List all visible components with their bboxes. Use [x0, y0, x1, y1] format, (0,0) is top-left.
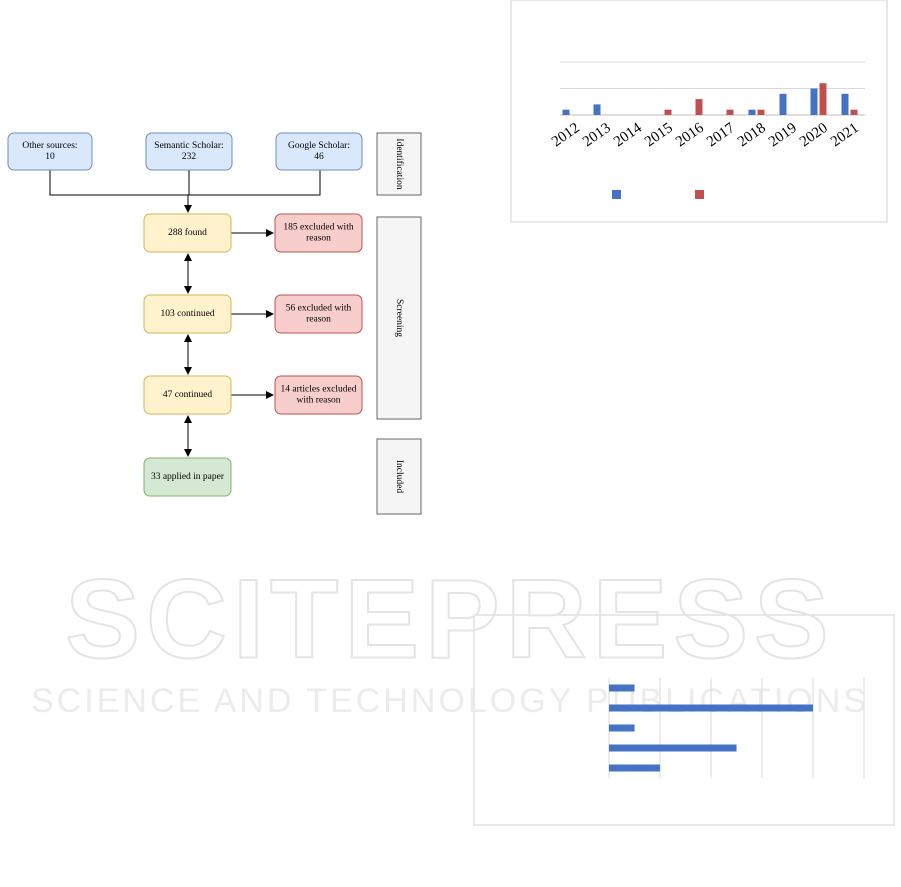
flow-node	[274, 213, 363, 253]
legend-swatch	[612, 190, 621, 199]
watermark-title: SCITEPRESS	[65, 557, 835, 682]
node-label: 10	[45, 152, 55, 162]
flow-node	[143, 457, 232, 497]
node-label: 47 continued	[163, 390, 213, 400]
node-label: reason	[306, 234, 331, 244]
node-label: 14 articles excluded	[281, 385, 357, 395]
node-label: Google Scholar:	[288, 141, 350, 151]
flow-node	[274, 375, 363, 415]
node-label: 288 found	[168, 227, 207, 238]
bar	[819, 83, 827, 115]
bar	[810, 88, 818, 115]
bar	[609, 724, 635, 732]
bar	[757, 109, 765, 115]
bar	[609, 684, 635, 692]
bar	[609, 744, 737, 752]
bar	[850, 109, 858, 115]
node-label: 103 continued	[160, 309, 214, 319]
stage-label: Identification	[394, 138, 405, 189]
flow-node	[143, 375, 232, 415]
stage-label: Included	[394, 460, 404, 493]
bar	[726, 109, 734, 115]
flow-node	[145, 132, 233, 171]
bar	[664, 109, 672, 115]
node-label: 232	[182, 152, 197, 162]
bar	[841, 93, 849, 115]
bar	[593, 104, 601, 115]
node-label: Other sources:	[22, 141, 77, 151]
node-label: 33 applied in paper	[151, 472, 225, 482]
stage-label: Screening	[394, 299, 404, 337]
stage-box	[376, 132, 422, 196]
flow-node	[274, 294, 363, 334]
flow-node	[143, 294, 232, 334]
bar	[562, 109, 570, 115]
node-label: with reason	[296, 396, 340, 406]
node-label: reason	[306, 315, 331, 325]
bar	[609, 764, 660, 772]
stage-box	[376, 438, 422, 515]
watermark-subtitle: SCIENCE AND TECHNOLOGY PUBLICATIONS	[31, 682, 869, 720]
node-label: 185 excluded with	[283, 223, 353, 233]
flow-node	[275, 132, 363, 171]
bar	[779, 93, 787, 115]
bar	[748, 109, 756, 115]
node-label: 56 excluded with	[286, 304, 352, 314]
legend-swatch	[695, 190, 704, 199]
stage-box	[376, 216, 422, 420]
flow-node	[143, 213, 232, 253]
node-label: Semantic Scholar:	[154, 141, 223, 151]
bar	[695, 99, 703, 115]
node-label: 46	[314, 152, 324, 162]
flow-connectors	[49, 170, 321, 457]
bar	[609, 704, 813, 712]
chart-frame	[473, 614, 895, 826]
flow-node	[7, 132, 93, 171]
